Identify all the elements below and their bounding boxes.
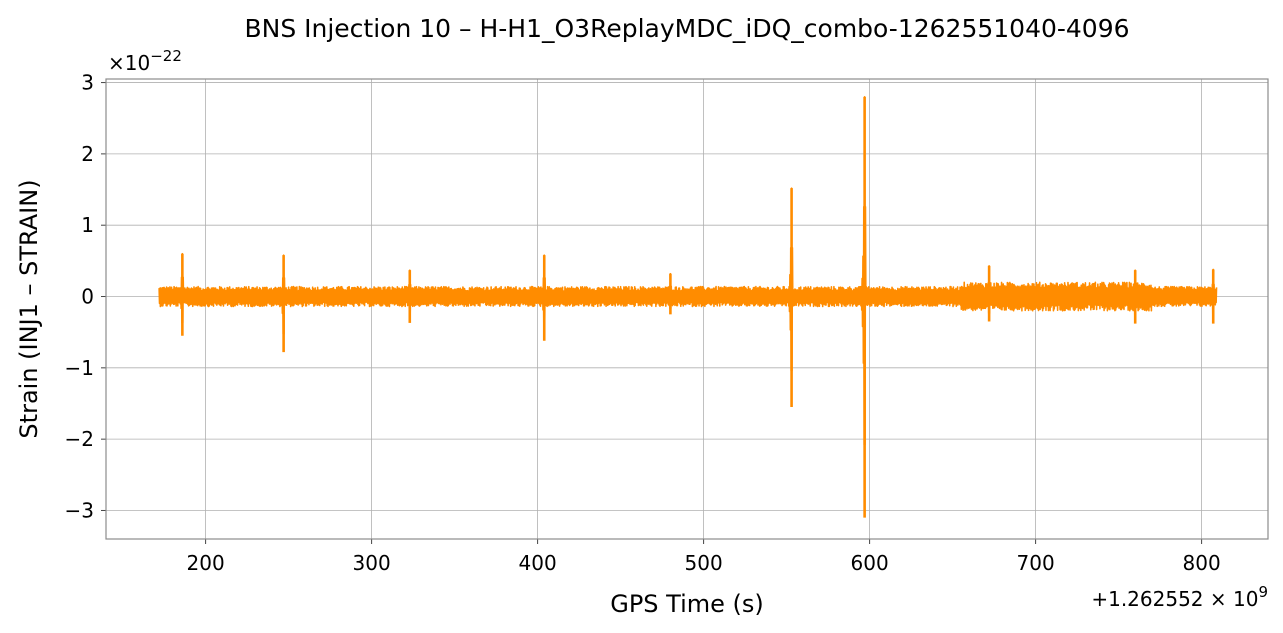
x-offset-label: +1.262552 × 109 [1091, 583, 1268, 611]
y-tick-label: −3 [65, 498, 94, 522]
y-multiplier-label: ×10−22 [108, 47, 182, 75]
y-tick-label: 0 [81, 285, 94, 309]
x-tick-label: 300 [353, 551, 391, 575]
y-multiplier-base: ×10 [108, 51, 150, 75]
x-offset-exponent: 9 [1258, 583, 1268, 601]
y-tick-label: 1 [81, 213, 94, 237]
chart-title: BNS Injection 10 – H-H1_O3ReplayMDC_iDQ_… [244, 14, 1129, 43]
x-offset-base: +1.262552 × 10 [1091, 587, 1258, 611]
y-tick-label: −1 [65, 356, 94, 380]
x-tick-label: 400 [519, 551, 557, 575]
y-axis-title: Strain (INJ1 – STRAIN) [15, 179, 43, 438]
y-tick-label: 2 [81, 142, 94, 166]
y-tick-label: 3 [81, 71, 94, 95]
y-multiplier-exponent: −22 [150, 47, 182, 65]
x-tick-label: 200 [187, 551, 225, 575]
x-tick-label: 700 [1017, 551, 1055, 575]
x-axis-title: GPS Time (s) [610, 590, 764, 618]
axis-ticks: 200 300 400 500 600 700 800 −3 −2 −1 0 1 2 3 [65, 71, 1221, 575]
plot-frame [105, 78, 1269, 540]
series-layer [158, 96, 1218, 518]
series-line [158, 96, 1218, 446]
y-tick-label: −2 [65, 427, 94, 451]
x-tick-label: 600 [851, 551, 889, 575]
x-tick-label: 800 [1183, 551, 1221, 575]
x-tick-label: 500 [685, 551, 723, 575]
